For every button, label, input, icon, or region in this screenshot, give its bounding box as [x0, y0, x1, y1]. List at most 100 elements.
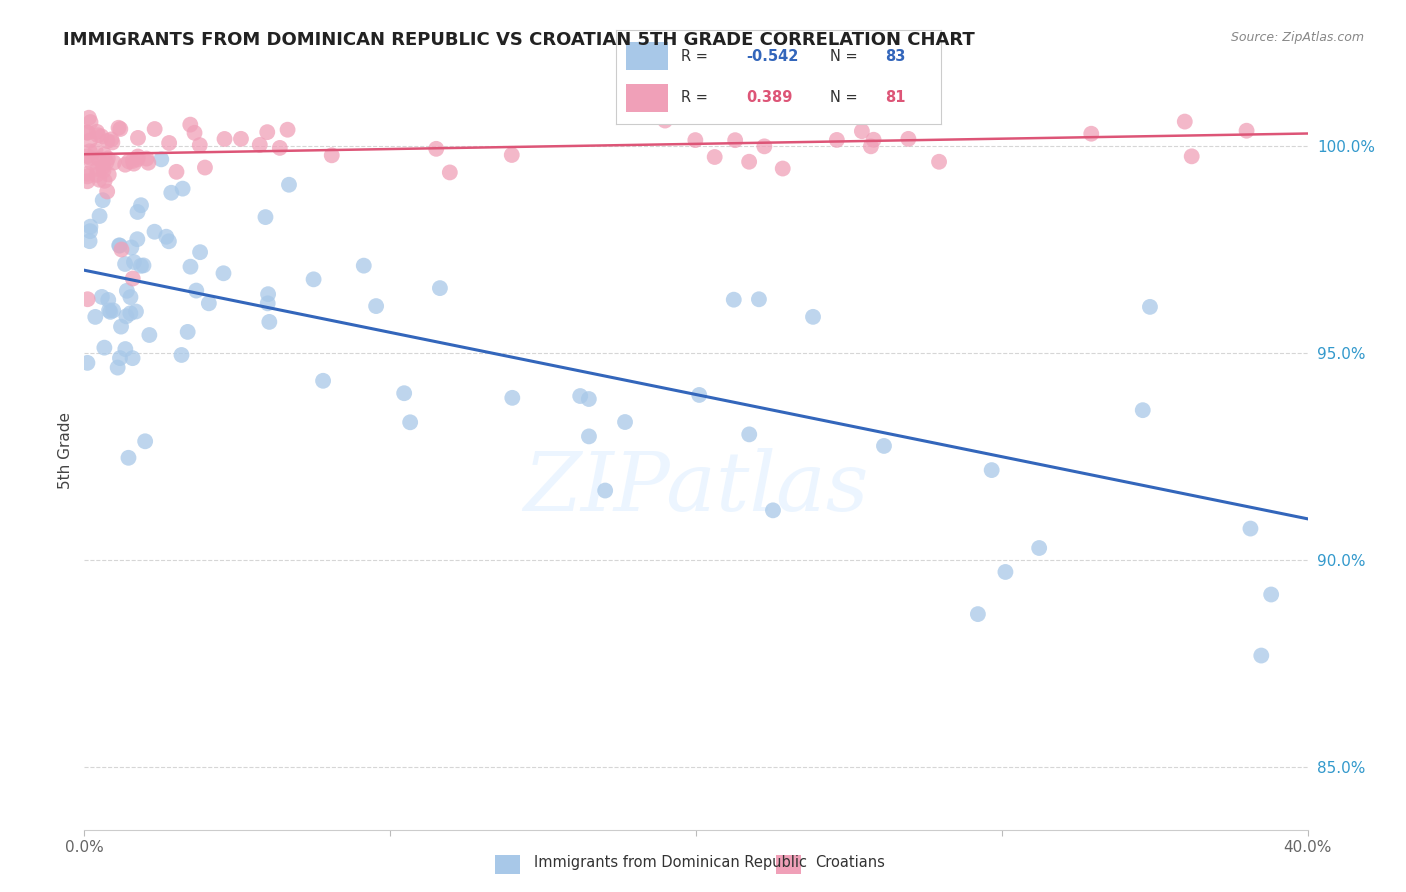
Point: [198, 296, 221, 310]
Point: [873, 439, 896, 453]
Point: [172, 181, 194, 195]
Point: [801, 310, 824, 324]
Point: [254, 210, 277, 224]
Point: [121, 153, 143, 168]
Point: [980, 463, 1002, 477]
Point: [150, 153, 173, 167]
Point: [578, 429, 600, 443]
Point: [179, 118, 201, 132]
Point: [212, 266, 235, 280]
Point: [127, 205, 149, 219]
Text: Immigrants from Dominican Republic: Immigrants from Dominican Republic: [534, 855, 807, 870]
Point: [132, 259, 155, 273]
Point: [129, 259, 152, 273]
Point: [86, 161, 108, 176]
Point: [176, 325, 198, 339]
Point: [188, 245, 211, 260]
Point: [994, 565, 1017, 579]
Point: [87, 128, 110, 143]
Point: [439, 165, 461, 179]
Point: [110, 319, 132, 334]
Point: [76, 356, 98, 370]
Point: [135, 152, 157, 166]
Point: [76, 126, 98, 140]
Point: [129, 198, 152, 212]
Point: [108, 351, 131, 365]
Point: [157, 234, 180, 248]
Point: [214, 132, 236, 146]
Point: [121, 351, 143, 366]
Point: [897, 132, 920, 146]
Point: [79, 115, 101, 129]
Text: Croatians: Croatians: [815, 855, 886, 870]
Point: [851, 124, 873, 138]
Point: [748, 293, 770, 307]
Point: [120, 290, 142, 304]
Point: [277, 122, 299, 136]
Point: [91, 160, 114, 174]
Point: [257, 287, 280, 301]
Point: [1181, 149, 1204, 163]
Point: [1236, 124, 1258, 138]
Point: [91, 193, 114, 207]
Point: [97, 293, 120, 307]
Point: [76, 174, 98, 188]
Point: [107, 120, 129, 135]
Point: [90, 290, 112, 304]
Point: [1239, 522, 1261, 536]
Point: [114, 158, 136, 172]
Point: [738, 427, 761, 442]
Point: [76, 169, 98, 184]
Point: [825, 133, 848, 147]
Point: [98, 305, 121, 319]
Point: [256, 296, 278, 310]
Point: [127, 153, 149, 167]
Point: [157, 136, 180, 150]
Point: [186, 284, 208, 298]
Point: [96, 185, 118, 199]
Point: [87, 152, 110, 166]
Point: [122, 255, 145, 269]
Point: [138, 328, 160, 343]
Point: [101, 303, 124, 318]
Point: [183, 126, 205, 140]
Point: [501, 148, 523, 162]
Point: [862, 133, 884, 147]
Point: [1080, 127, 1102, 141]
Point: [76, 167, 98, 181]
Point: [188, 138, 211, 153]
Point: [90, 129, 112, 144]
Point: [269, 141, 291, 155]
Point: [967, 607, 990, 621]
Point: [121, 271, 143, 285]
Point: [77, 111, 100, 125]
Point: [302, 272, 325, 286]
Point: [392, 386, 415, 401]
Point: [321, 148, 343, 162]
Point: [79, 134, 101, 148]
Point: [93, 148, 115, 162]
Point: [101, 136, 124, 150]
Point: [312, 374, 335, 388]
Point: [107, 360, 129, 375]
Point: [738, 154, 761, 169]
Point: [84, 144, 107, 158]
Point: [118, 154, 141, 169]
Point: [76, 126, 98, 140]
Point: [134, 434, 156, 449]
Point: [86, 168, 108, 182]
Point: [249, 137, 271, 152]
Point: [80, 155, 103, 169]
Point: [108, 238, 131, 252]
Point: [179, 260, 201, 274]
Point: [685, 133, 707, 147]
Point: [96, 155, 118, 169]
Point: [117, 450, 139, 465]
Point: [93, 174, 115, 188]
Point: [125, 304, 148, 318]
Point: [1174, 114, 1197, 128]
Y-axis label: 5th Grade: 5th Grade: [58, 412, 73, 489]
Point: [256, 125, 278, 139]
Point: [89, 209, 111, 223]
Point: [127, 131, 149, 145]
